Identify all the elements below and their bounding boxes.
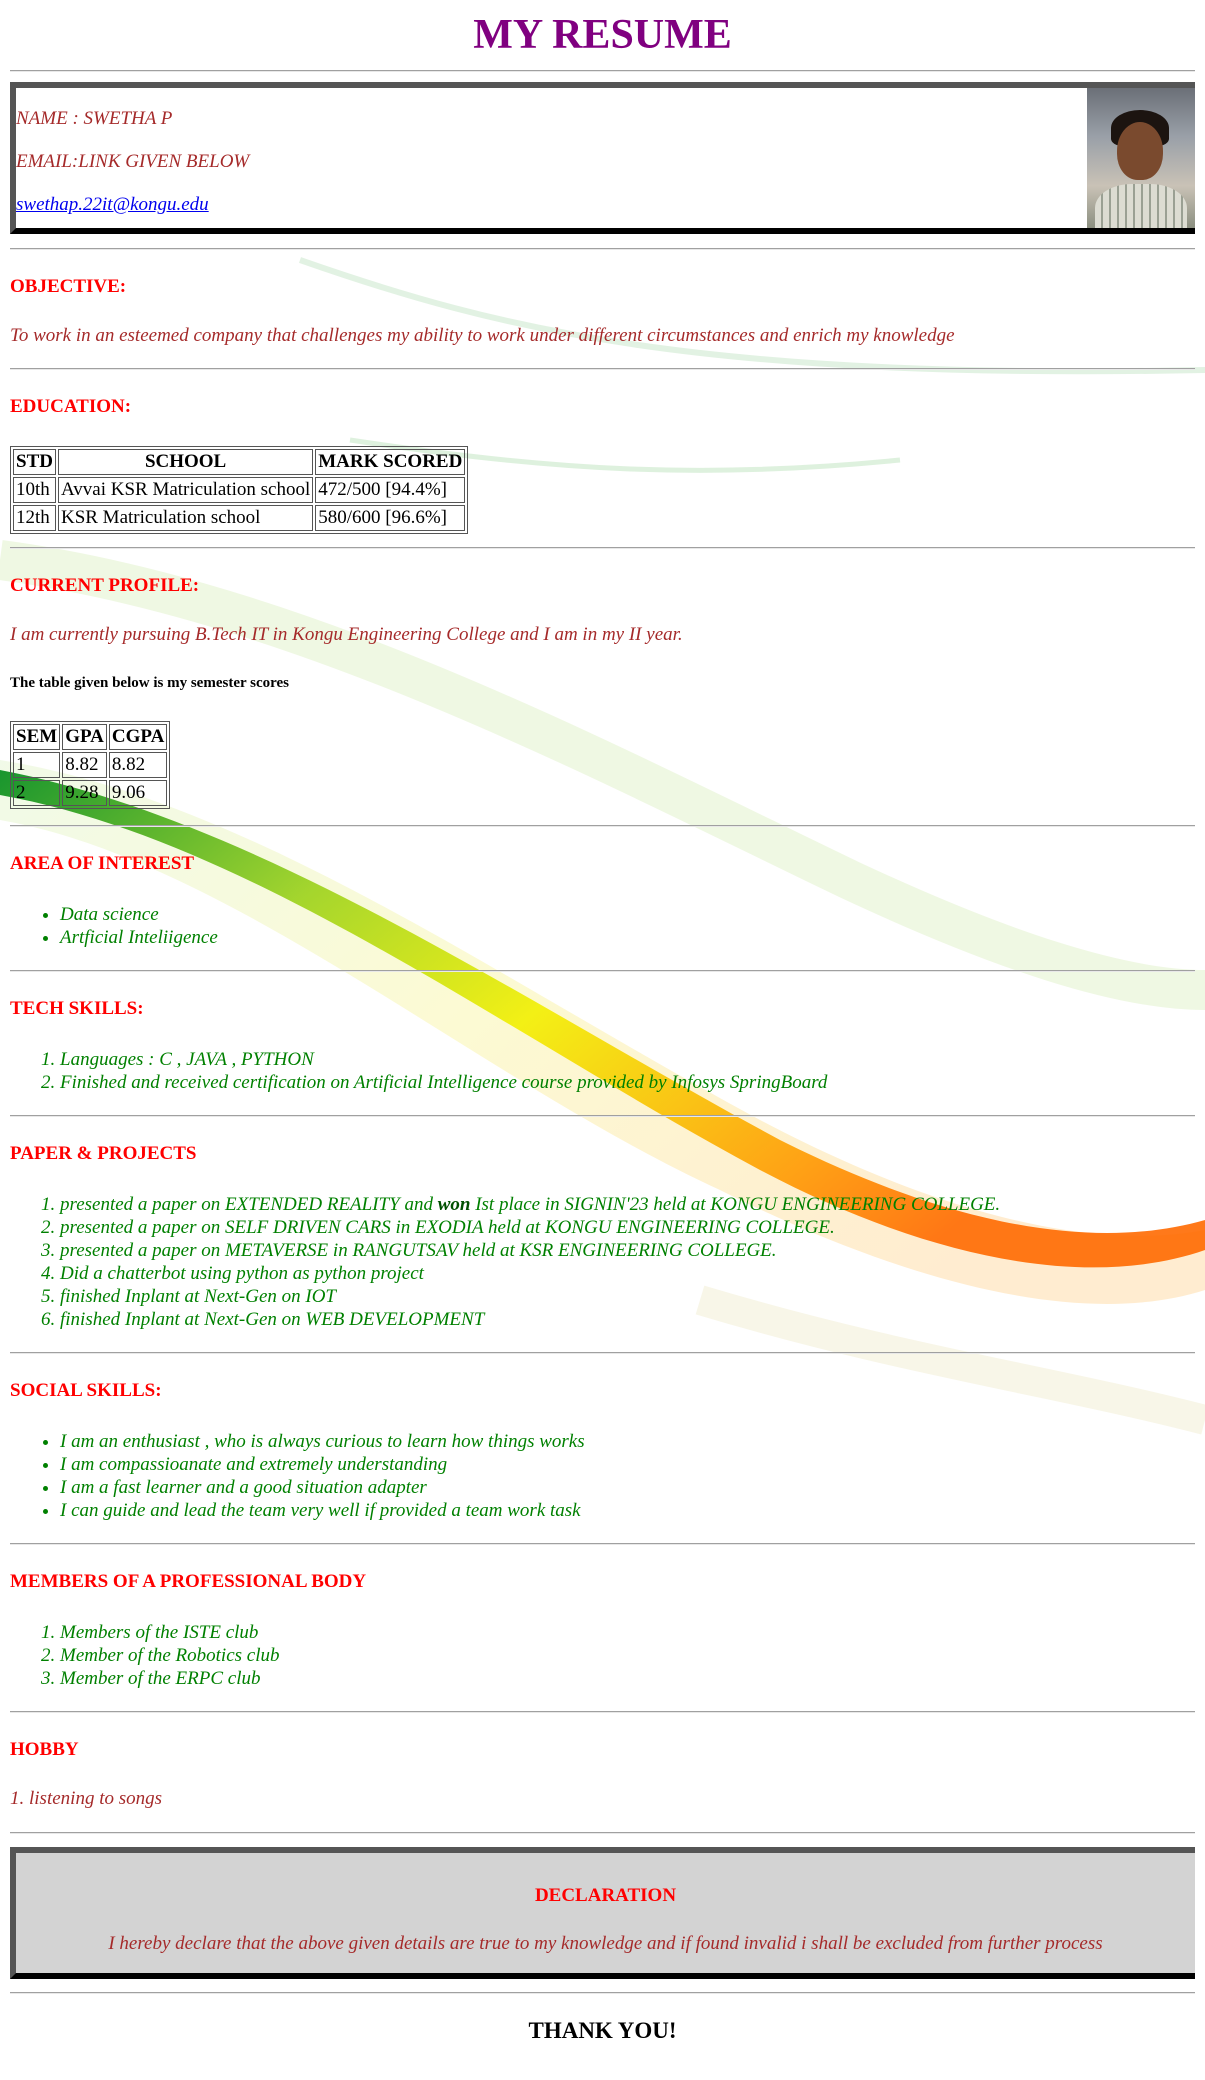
list-item: I am a fast learner and a good situation… bbox=[60, 1476, 585, 1499]
table-cell: KSR Matriculation school bbox=[57, 505, 314, 531]
name-text: NAME : SWETHA P bbox=[16, 108, 173, 129]
table-cell: 8.82 bbox=[108, 752, 168, 778]
personal-info-box: NAME : SWETHA P EMAIL:LINK GIVEN BELOW s… bbox=[10, 82, 1195, 234]
paper-projects-list: presented a paper on EXTENDED REALITY an… bbox=[10, 1193, 1000, 1331]
hobby-section: HOBBY 1. listening to songs bbox=[10, 1713, 1195, 1832]
page-title: MY RESUME bbox=[473, 12, 732, 58]
divider bbox=[10, 1352, 1195, 1354]
list-item: presented a paper on SELF DRIVEN CARS in… bbox=[60, 1216, 1000, 1239]
list-item: Languages : C , JAVA , PYTHON bbox=[60, 1048, 827, 1071]
table-cell: 2 bbox=[13, 780, 61, 806]
list-item-text: Ist place in SIGNIN'23 held at KONGU ENG… bbox=[470, 1194, 1001, 1215]
list-item: Data science bbox=[60, 903, 218, 926]
area-of-interest-heading: AREA OF INTEREST bbox=[10, 853, 195, 874]
semester-col-cgpa: CGPA bbox=[108, 724, 168, 750]
declaration-box: DECLARATION I hereby declare that the ab… bbox=[10, 1847, 1195, 1979]
table-cell: 9.28 bbox=[62, 780, 107, 806]
current-profile-text: I am currently pursuing B.Tech IT in Kon… bbox=[10, 624, 683, 645]
social-skills-section: SOCIAL SKILLS: I am an enthusiast , who … bbox=[10, 1354, 1195, 1543]
email-link[interactable]: swethap.22it@kongu.edu bbox=[16, 194, 209, 215]
table-cell: 9.06 bbox=[108, 780, 168, 806]
list-item-text: presented a paper on EXTENDED REALITY an… bbox=[60, 1194, 438, 1215]
list-item: Member of the Robotics club bbox=[60, 1644, 280, 1667]
hobby-text: 1. listening to songs bbox=[10, 1788, 163, 1809]
semester-col-gpa: GPA bbox=[62, 724, 107, 750]
tech-skills-heading: TECH SKILLS: bbox=[10, 998, 144, 1019]
table-row: 10th Avvai KSR Matriculation school 472/… bbox=[13, 477, 466, 503]
list-item: Finished and received certification on A… bbox=[60, 1071, 827, 1094]
list-item: Did a chatterbot using python as python … bbox=[60, 1262, 1000, 1285]
current-profile-heading: CURRENT PROFILE: bbox=[10, 575, 200, 596]
divider bbox=[10, 1832, 1195, 1834]
list-item: presented a paper on METAVERSE in RANGUT… bbox=[60, 1239, 1000, 1262]
declaration-text: I hereby declare that the above given de… bbox=[108, 1933, 1103, 1954]
divider bbox=[10, 1543, 1195, 1545]
education-col-mark: MARK SCORED bbox=[315, 449, 466, 475]
objective-text: To work in an esteemed company that chal… bbox=[10, 325, 955, 346]
list-item: Member of the ERPC club bbox=[60, 1667, 280, 1690]
divider bbox=[10, 1992, 1195, 1994]
professional-body-section: MEMBERS OF A PROFESSIONAL BODY Members o… bbox=[10, 1545, 1195, 1711]
declaration-heading: DECLARATION bbox=[534, 1885, 677, 1906]
semester-note: The table given below is my semester sco… bbox=[10, 675, 289, 691]
divider bbox=[10, 248, 1195, 250]
list-item: finished Inplant at Next-Gen on IOT bbox=[60, 1285, 1000, 1308]
education-section: EDUCATION: STD SCHOOL MARK SCORED 10th A… bbox=[10, 370, 1195, 547]
table-cell: 10th bbox=[13, 477, 56, 503]
profile-photo bbox=[1087, 88, 1195, 228]
education-heading: EDUCATION: bbox=[10, 396, 132, 417]
tech-skills-section: TECH SKILLS: Languages : C , JAVA , PYTH… bbox=[10, 972, 1195, 1115]
education-col-std: STD bbox=[13, 449, 56, 475]
education-table: STD SCHOOL MARK SCORED 10th Avvai KSR Ma… bbox=[10, 446, 469, 534]
table-cell: Avvai KSR Matriculation school bbox=[57, 477, 314, 503]
table-cell: 1 bbox=[13, 752, 61, 778]
objective-section: OBJECTIVE: To work in an esteemed compan… bbox=[10, 250, 1195, 368]
current-profile-section: CURRENT PROFILE: I am currently pursuing… bbox=[10, 549, 1195, 825]
email-label: EMAIL:LINK GIVEN BELOW bbox=[16, 151, 250, 172]
tech-skills-list: Languages : C , JAVA , PYTHON Finished a… bbox=[10, 1048, 827, 1094]
list-item: presented a paper on EXTENDED REALITY an… bbox=[60, 1193, 1000, 1216]
table-row: 12th KSR Matriculation school 580/600 [9… bbox=[13, 505, 466, 531]
semester-col-sem: SEM bbox=[13, 724, 61, 750]
divider bbox=[10, 70, 1195, 72]
list-item: finished Inplant at Next-Gen on WEB DEVE… bbox=[60, 1308, 1000, 1331]
table-cell: 8.82 bbox=[62, 752, 107, 778]
semester-table: SEM GPA CGPA 1 8.82 8.82 2 9.28 9.06 bbox=[10, 721, 171, 809]
list-item: I am an enthusiast , who is always curio… bbox=[60, 1430, 585, 1453]
thank-you-text: THANK YOU! bbox=[528, 2018, 677, 2043]
list-item: I can guide and lead the team very well … bbox=[60, 1499, 585, 1522]
table-cell: 472/500 [94.4%] bbox=[315, 477, 466, 503]
won-emphasis: won bbox=[437, 1194, 471, 1215]
social-skills-list: I am an enthusiast , who is always curio… bbox=[10, 1430, 585, 1522]
list-item: Members of the ISTE club bbox=[60, 1621, 280, 1644]
table-cell: 580/600 [96.6%] bbox=[315, 505, 466, 531]
professional-body-list: Members of the ISTE club Member of the R… bbox=[10, 1621, 280, 1690]
list-item: I am compassioanate and extremely unders… bbox=[60, 1453, 585, 1476]
table-row: 1 8.82 8.82 bbox=[13, 752, 168, 778]
list-item: Artficial Inteliigence bbox=[60, 926, 218, 949]
objective-heading: OBJECTIVE: bbox=[10, 276, 127, 297]
paper-projects-section: PAPER & PROJECTS presented a paper on EX… bbox=[10, 1117, 1195, 1352]
social-skills-heading: SOCIAL SKILLS: bbox=[10, 1380, 162, 1401]
hobby-heading: HOBBY bbox=[10, 1739, 79, 1760]
professional-body-heading: MEMBERS OF A PROFESSIONAL BODY bbox=[10, 1571, 367, 1592]
interest-list: Data science Artficial Inteliigence bbox=[10, 903, 218, 949]
paper-projects-heading: PAPER & PROJECTS bbox=[10, 1143, 197, 1164]
education-col-school: SCHOOL bbox=[57, 449, 314, 475]
table-row: 2 9.28 9.06 bbox=[13, 780, 168, 806]
divider bbox=[10, 1711, 1195, 1713]
area-of-interest-section: AREA OF INTEREST Data science Artficial … bbox=[10, 827, 1195, 970]
table-cell: 12th bbox=[13, 505, 56, 531]
